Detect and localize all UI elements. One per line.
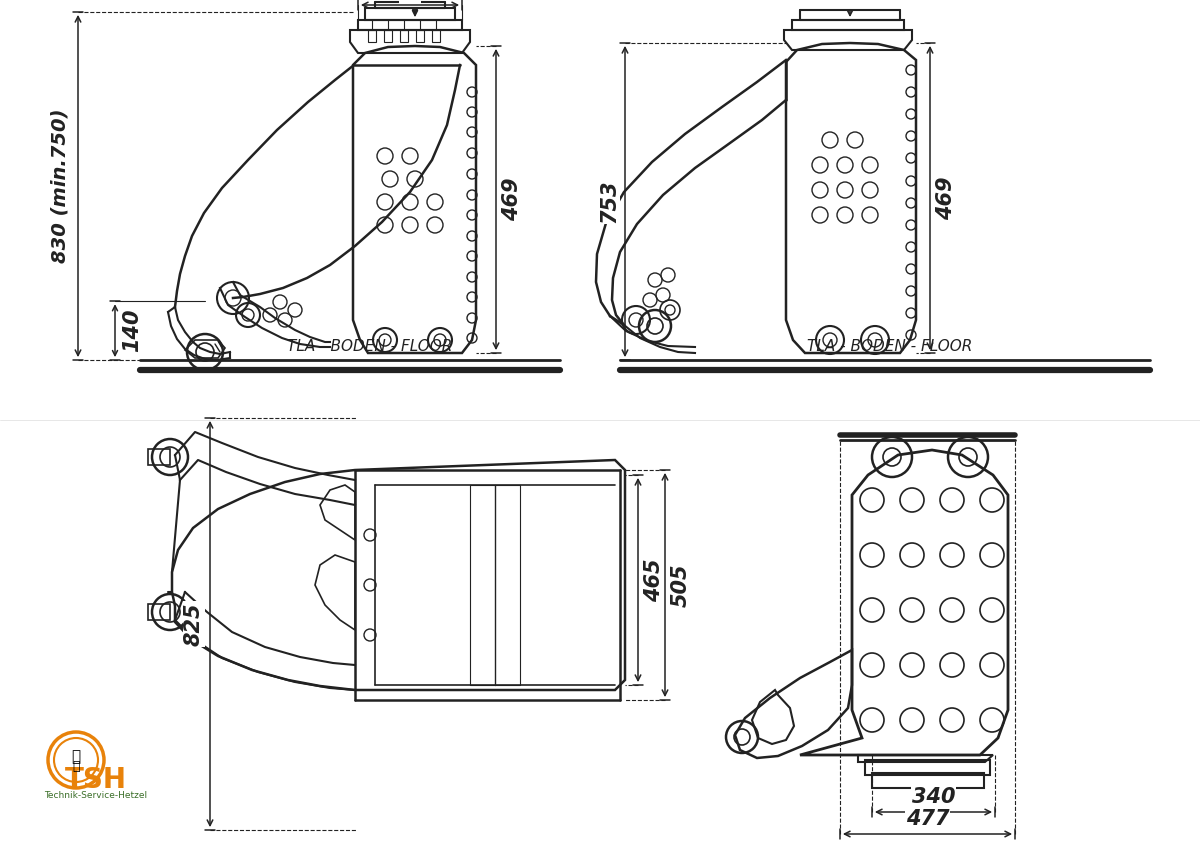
Text: 469: 469 (502, 178, 522, 221)
Text: 753: 753 (599, 179, 619, 224)
Text: 85: 85 (400, 0, 421, 3)
Text: 505: 505 (671, 564, 691, 607)
Text: 465: 465 (644, 558, 664, 602)
Bar (400, 30, 408, 42)
Bar (148, 449, 170, 465)
Text: Technik-Service-Hetzel: Technik-Service-Hetzel (44, 790, 148, 800)
Bar (148, 604, 170, 620)
Text: 🚜: 🚜 (72, 761, 79, 774)
Bar (792, 20, 904, 30)
Text: 830 (min.750): 830 (min.750) (50, 109, 70, 264)
Bar (872, 773, 984, 788)
Bar (470, 485, 520, 685)
Text: TLA - BODEN - FLOOR: TLA - BODEN - FLOOR (808, 339, 973, 354)
Bar (416, 30, 424, 42)
Text: 825: 825 (184, 603, 204, 646)
Bar (365, 8, 455, 20)
Text: 140: 140 (122, 309, 142, 353)
Bar (358, 20, 462, 30)
Text: 469: 469 (936, 176, 956, 220)
Text: 🌲: 🌲 (72, 750, 80, 764)
Text: TLA - BODEN - FLOOR: TLA - BODEN - FLOOR (287, 339, 452, 354)
Bar (865, 760, 990, 775)
Text: 340: 340 (912, 787, 955, 807)
Bar (368, 30, 376, 42)
Text: TSH: TSH (65, 766, 127, 794)
Bar (432, 30, 440, 42)
Text: 477: 477 (906, 809, 949, 829)
Bar (384, 30, 392, 42)
